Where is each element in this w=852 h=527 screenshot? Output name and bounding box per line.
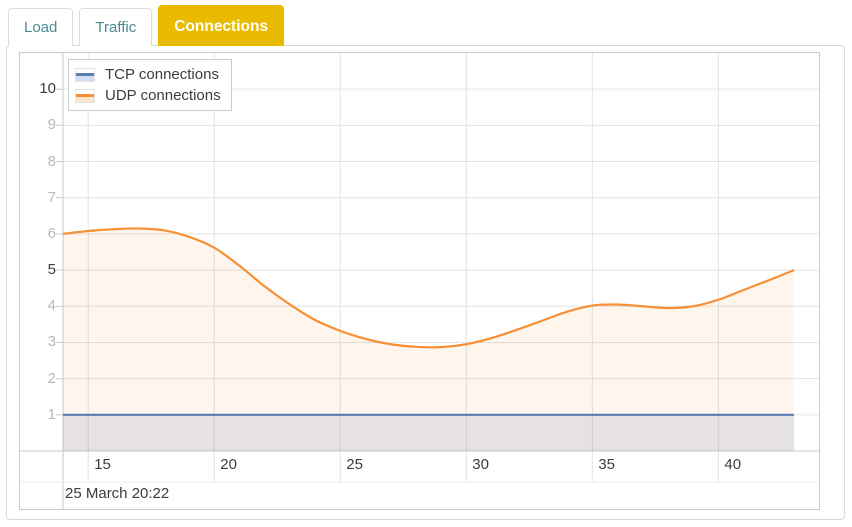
tab-content-panel: 1 2 3 4 5 6 7 8 9 10 15 20 25 30 35 40 TCP connections … bbox=[6, 45, 845, 520]
tab-load[interactable]: Load bbox=[8, 8, 74, 46]
x-tick-label: 35 bbox=[598, 456, 616, 473]
tcp-area bbox=[63, 414, 794, 451]
y-tick-label: 6 bbox=[47, 224, 56, 242]
udp-line bbox=[62, 227, 795, 349]
y-tick-label: 3 bbox=[47, 333, 56, 351]
y-tick-label: 5 bbox=[47, 261, 56, 279]
x-tick-label: 15 bbox=[94, 456, 111, 473]
chart-timestamp: 25 March 20:22 bbox=[65, 485, 170, 502]
udp-series-swatch-icon bbox=[75, 88, 95, 103]
tab-connections[interactable]: Connections bbox=[158, 5, 285, 46]
x-tick-label: 25 bbox=[346, 456, 363, 473]
y-tick-label: 2 bbox=[47, 369, 56, 387]
tcp-series-swatch-icon bbox=[75, 67, 95, 82]
y-tick-label: 10 bbox=[39, 80, 56, 98]
y-tick-label: 1 bbox=[47, 405, 56, 423]
x-tick-label: 20 bbox=[220, 456, 237, 473]
udp-area bbox=[63, 228, 794, 451]
y-tick-label: 8 bbox=[47, 152, 56, 170]
chart-legend: TCP connections UDP connections bbox=[68, 59, 232, 111]
x-tick-label: 40 bbox=[724, 456, 742, 473]
legend-label-tcp: TCP connections bbox=[105, 66, 219, 83]
legend-item-udp: UDP connections bbox=[75, 85, 221, 106]
y-tick-label: 7 bbox=[47, 188, 56, 206]
tab-bar: Load Traffic Connections bbox=[8, 5, 290, 46]
y-tick-label: 9 bbox=[47, 116, 56, 134]
y-tick-label: 4 bbox=[47, 297, 56, 315]
legend-label-udp: UDP connections bbox=[105, 87, 221, 104]
tab-traffic[interactable]: Traffic bbox=[79, 8, 153, 46]
connections-chart: 1 2 3 4 5 6 7 8 9 10 15 20 25 30 35 40 TCP connections … bbox=[19, 52, 820, 510]
x-tick-label: 30 bbox=[472, 456, 489, 473]
legend-item-tcp: TCP connections bbox=[75, 64, 221, 85]
chart-svg bbox=[20, 53, 819, 509]
